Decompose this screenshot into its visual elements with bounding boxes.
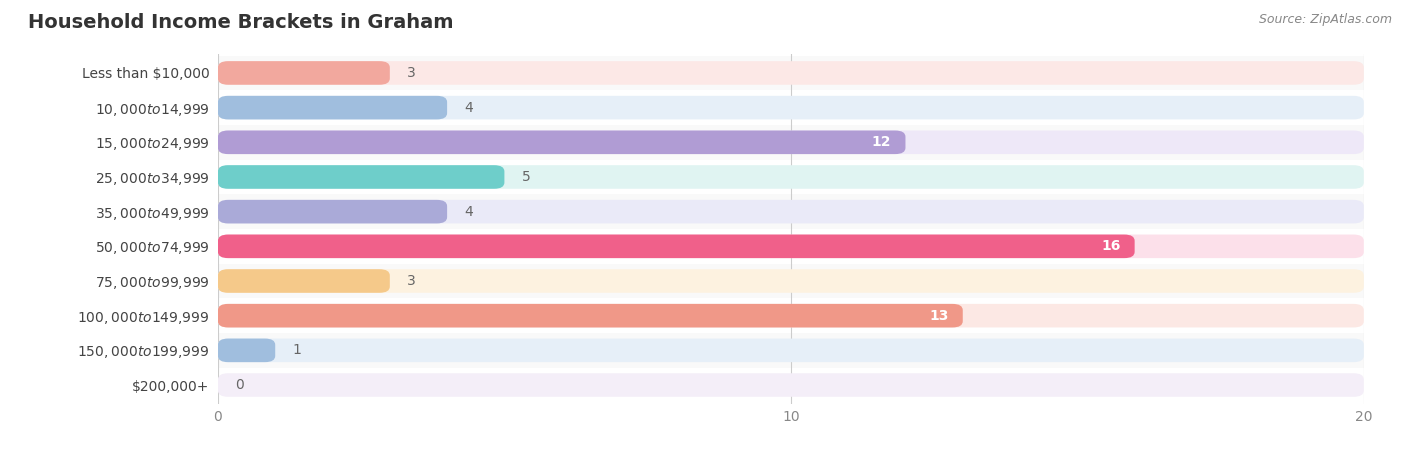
Text: 4: 4 bbox=[464, 101, 472, 114]
FancyBboxPatch shape bbox=[218, 234, 1364, 258]
Bar bbox=[218, 56, 1364, 90]
Bar bbox=[218, 90, 1364, 125]
FancyBboxPatch shape bbox=[218, 373, 1364, 397]
Text: 3: 3 bbox=[406, 66, 416, 80]
FancyBboxPatch shape bbox=[218, 200, 447, 224]
FancyBboxPatch shape bbox=[218, 96, 1364, 119]
Bar bbox=[218, 125, 1364, 160]
Bar bbox=[218, 160, 1364, 194]
FancyBboxPatch shape bbox=[218, 339, 1364, 362]
Text: 3: 3 bbox=[406, 274, 416, 288]
Bar bbox=[218, 194, 1364, 229]
FancyBboxPatch shape bbox=[218, 165, 505, 189]
FancyBboxPatch shape bbox=[218, 61, 389, 85]
Text: 13: 13 bbox=[929, 308, 949, 323]
FancyBboxPatch shape bbox=[218, 339, 276, 362]
FancyBboxPatch shape bbox=[218, 304, 963, 327]
Bar bbox=[218, 333, 1364, 368]
FancyBboxPatch shape bbox=[218, 200, 1364, 224]
FancyBboxPatch shape bbox=[218, 96, 447, 119]
Bar bbox=[218, 229, 1364, 264]
FancyBboxPatch shape bbox=[218, 165, 1364, 189]
FancyBboxPatch shape bbox=[218, 304, 1364, 327]
FancyBboxPatch shape bbox=[218, 269, 1364, 293]
FancyBboxPatch shape bbox=[218, 269, 389, 293]
Bar bbox=[218, 264, 1364, 298]
Text: Source: ZipAtlas.com: Source: ZipAtlas.com bbox=[1258, 13, 1392, 26]
Text: 5: 5 bbox=[522, 170, 530, 184]
FancyBboxPatch shape bbox=[218, 131, 905, 154]
FancyBboxPatch shape bbox=[218, 234, 1135, 258]
Bar bbox=[218, 298, 1364, 333]
Text: 4: 4 bbox=[464, 205, 472, 219]
FancyBboxPatch shape bbox=[218, 61, 1364, 85]
Text: Household Income Brackets in Graham: Household Income Brackets in Graham bbox=[28, 13, 454, 32]
Text: 16: 16 bbox=[1101, 239, 1121, 253]
Bar bbox=[218, 368, 1364, 402]
FancyBboxPatch shape bbox=[218, 131, 1364, 154]
Text: 0: 0 bbox=[235, 378, 243, 392]
Text: 1: 1 bbox=[292, 343, 301, 357]
Text: 12: 12 bbox=[872, 135, 891, 150]
